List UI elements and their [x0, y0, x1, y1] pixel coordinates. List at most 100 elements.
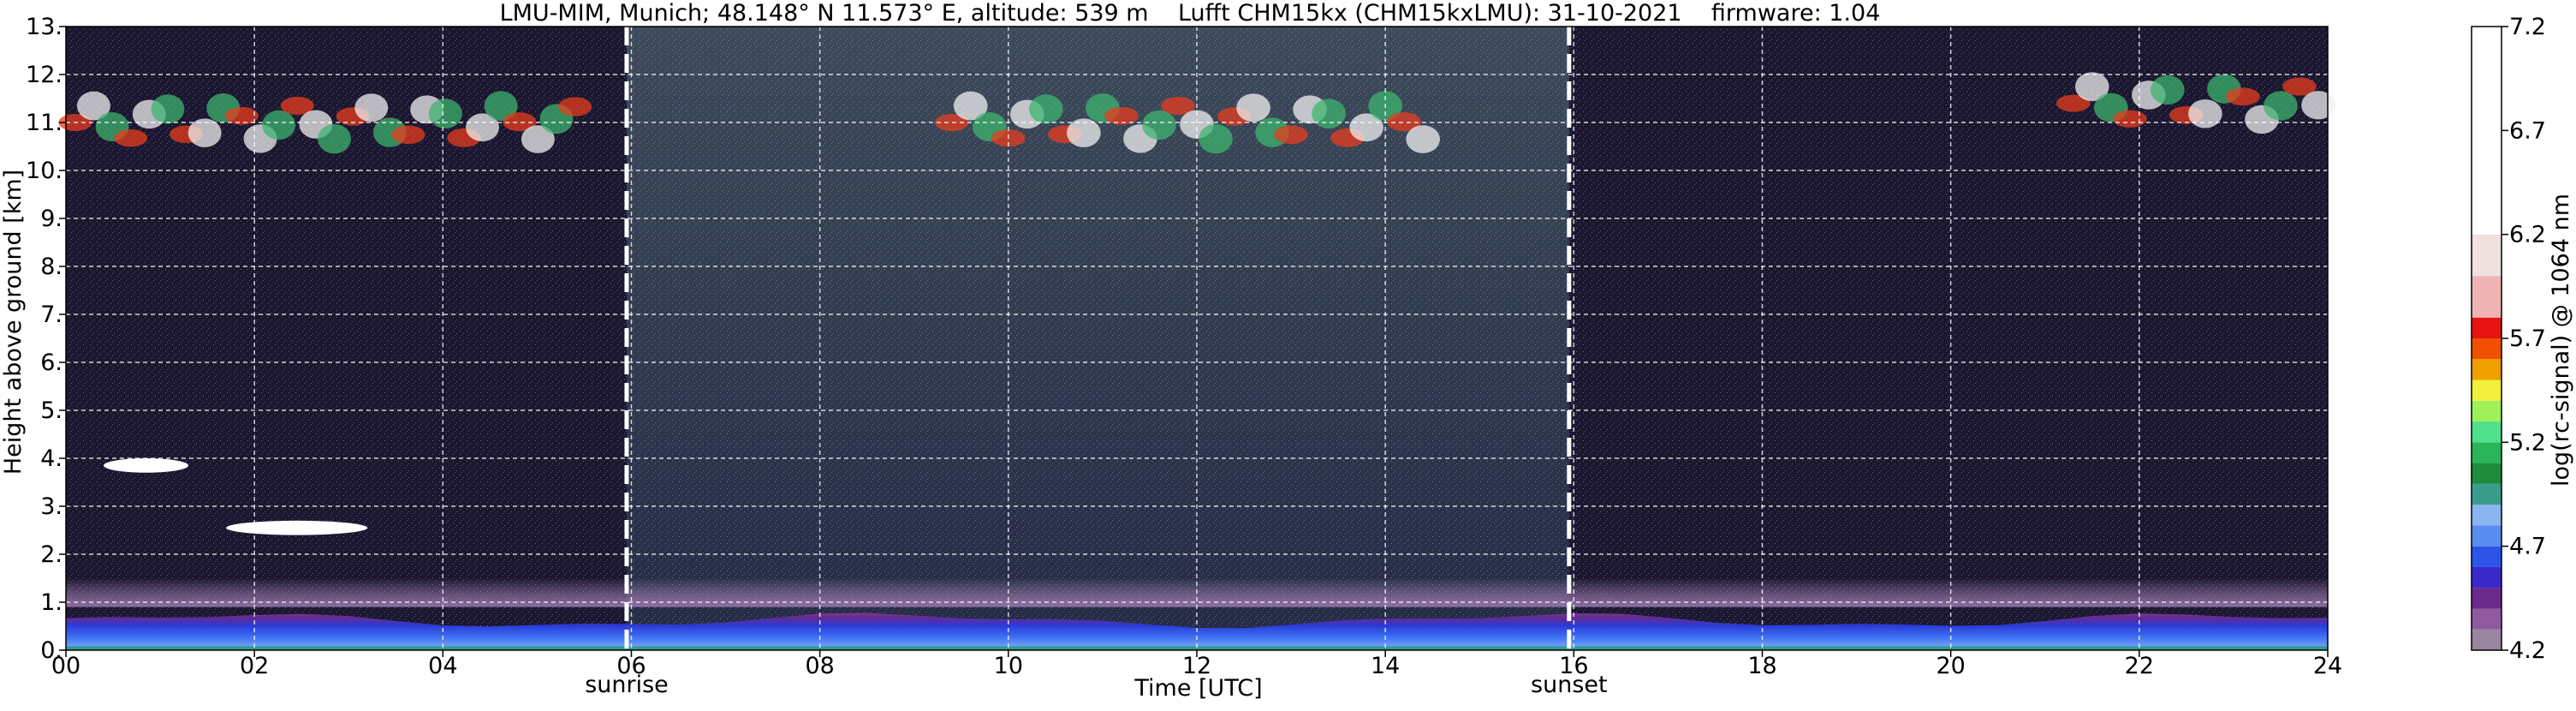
colorbar-segment — [2472, 442, 2502, 463]
colorbar-tick-label: 5.7 — [2509, 326, 2546, 352]
x-tick-label: 02 — [240, 653, 269, 679]
x-tick-label: 14 — [1371, 653, 1400, 679]
cirrus-patch — [1312, 99, 1346, 128]
cirrus-cloud — [58, 91, 592, 154]
ground-layer — [66, 646, 2328, 650]
colorbar-segment — [2472, 483, 2502, 505]
cirrus-patch — [2264, 91, 2298, 121]
x-tick-label: 24 — [2313, 653, 2342, 679]
cirrus-patch — [1029, 94, 1063, 124]
cirrus-patch — [151, 94, 185, 124]
x-axis-label: Time [UTC] — [1133, 675, 1262, 702]
cirrus-patch — [558, 97, 592, 117]
chart-title: LMU-MIM, Munich; 48.148° N 11.573° E, al… — [500, 0, 1881, 27]
colorbar-segment — [2472, 463, 2502, 484]
cirrus-patch — [1067, 118, 1101, 147]
colorbar-segment — [2472, 421, 2502, 443]
y-tick-label: 5. — [40, 397, 62, 424]
cirrus-patch — [484, 91, 518, 122]
cirrus-patch — [2113, 110, 2147, 128]
x-tick-label: 04 — [428, 653, 457, 679]
cirrus-patch — [1236, 93, 1270, 122]
y-tick-label: 8. — [40, 254, 62, 280]
cirrus-patch — [76, 91, 110, 121]
grid — [66, 27, 2328, 650]
cirrus-patch — [1387, 112, 1421, 132]
colorbar-segment — [2472, 338, 2502, 360]
colorbar-segment — [2472, 629, 2502, 650]
x-tick-label: 16 — [1559, 653, 1588, 679]
cirrus-patch — [1274, 125, 1308, 145]
x-tick-label: 10 — [994, 653, 1023, 679]
cirrus-patch — [1142, 110, 1176, 140]
y-tick-label: 6. — [40, 350, 62, 376]
cirrus-patch — [1199, 123, 1233, 154]
x-tick-label: 22 — [2125, 653, 2154, 679]
y-tick-label: 2. — [40, 541, 62, 568]
cirrus-patch — [466, 113, 499, 142]
cirrus-patch — [280, 96, 314, 115]
colorbar-tick-label: 4.7 — [2509, 534, 2546, 560]
cirrus-patch — [953, 91, 988, 121]
cirrus-patch — [2188, 99, 2222, 128]
colorbar: 4.2 4.7 5.2 5.7 6.2 6.7 7.2 — [2471, 14, 2546, 664]
colorbar-segment — [2472, 525, 2502, 547]
x-tick-label: 00 — [51, 653, 80, 679]
colorbar-segment — [2472, 27, 2502, 235]
y-tick-label: 3. — [40, 493, 62, 520]
low-cloud — [104, 458, 189, 473]
colorbar-segment — [2472, 546, 2502, 567]
y-tick-label: 12. — [26, 62, 62, 88]
cirrus-patch — [2282, 77, 2317, 96]
cirrus-patch — [2055, 94, 2091, 112]
colorbar-segment — [2472, 317, 2502, 338]
y-tick-label: 4. — [40, 445, 62, 472]
day-night-markers: sunrise sunset — [585, 27, 1608, 698]
colorbar-segment — [2472, 566, 2502, 589]
y-tick-label: 11. — [26, 110, 62, 136]
marker-label: sunrise — [585, 672, 669, 698]
cirrus-cloud — [2055, 72, 2335, 134]
y-tick-label: 10. — [26, 158, 62, 184]
cirrus-patch — [354, 93, 389, 122]
x-tick-label: 20 — [1936, 653, 1965, 679]
cirrus-patch — [2074, 72, 2109, 102]
y-tick-label: 13. — [26, 14, 62, 40]
colorbar-tick-label: 4.2 — [2509, 637, 2546, 664]
y-tick-label: 0. — [40, 637, 62, 664]
cirrus-patch — [503, 112, 537, 132]
cirrus-patch — [428, 99, 462, 128]
colorbar-segment — [2472, 505, 2502, 526]
colorbar-tick-label: 6.7 — [2509, 117, 2546, 144]
cirrus-patch — [2226, 87, 2260, 106]
cirrus-patch — [521, 125, 555, 153]
colorbar-segment — [2472, 379, 2502, 401]
cirrus-patch — [1406, 125, 1441, 153]
colorbar-segment — [2472, 359, 2502, 380]
x-tick-label: 12 — [1182, 653, 1211, 679]
x-tick-label: 08 — [805, 653, 834, 679]
cirrus-patch — [2151, 75, 2185, 105]
colorbar-segment — [2472, 400, 2502, 422]
colorbar-segment — [2472, 608, 2502, 630]
y-axis-label: Height above ground [km] — [0, 170, 27, 475]
colorbar-segment — [2472, 588, 2502, 609]
colorbar-label: log(rc-signal) @ 1064 nm — [2548, 194, 2574, 487]
cirrus-patch — [1161, 96, 1195, 115]
cirrus-patch — [1104, 106, 1139, 125]
y-tick-label: 9. — [40, 206, 62, 232]
axes: 00 02 04 06 08 10 12 14 16 18 20 22 24 0. 1. 2. 3. 4. 5. 6.… — [26, 14, 2342, 679]
marker-label: sunset — [1531, 672, 1608, 698]
y-tick-label: 7. — [40, 302, 62, 328]
cirrus-patch — [934, 114, 969, 131]
cirrus-cloud — [934, 91, 1441, 154]
colorbar-segment — [2472, 234, 2502, 277]
cirrus-patch — [1349, 113, 1383, 142]
cirrus-patch — [224, 106, 259, 125]
cirrus-patch — [2301, 91, 2335, 120]
colorbar-tick-label: 5.2 — [2509, 429, 2546, 456]
cirrus-patch — [318, 123, 352, 154]
cirrus-patch — [391, 125, 425, 145]
x-tick-label: 18 — [1747, 653, 1776, 679]
colorbar-segment — [2472, 276, 2502, 318]
